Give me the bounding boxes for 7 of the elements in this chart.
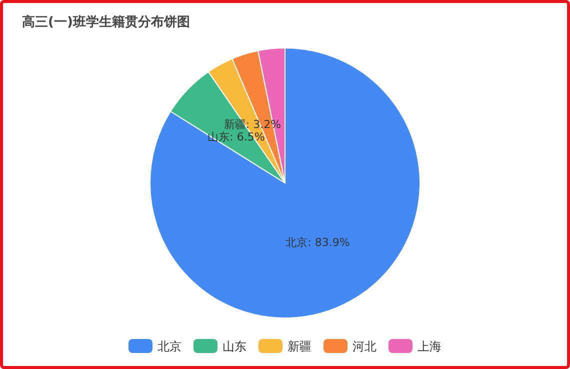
legend-label: 上海 (418, 340, 442, 354)
legend-label: 山东 (222, 340, 246, 354)
legend-label: 新疆 (288, 340, 312, 354)
legend-label: 河北 (352, 340, 376, 354)
legend-label: 北京 (158, 340, 182, 354)
data-label: 北京: 83.9% (286, 236, 350, 250)
chart-title: 高三(一)班学生籍贯分布饼图 (22, 14, 190, 30)
